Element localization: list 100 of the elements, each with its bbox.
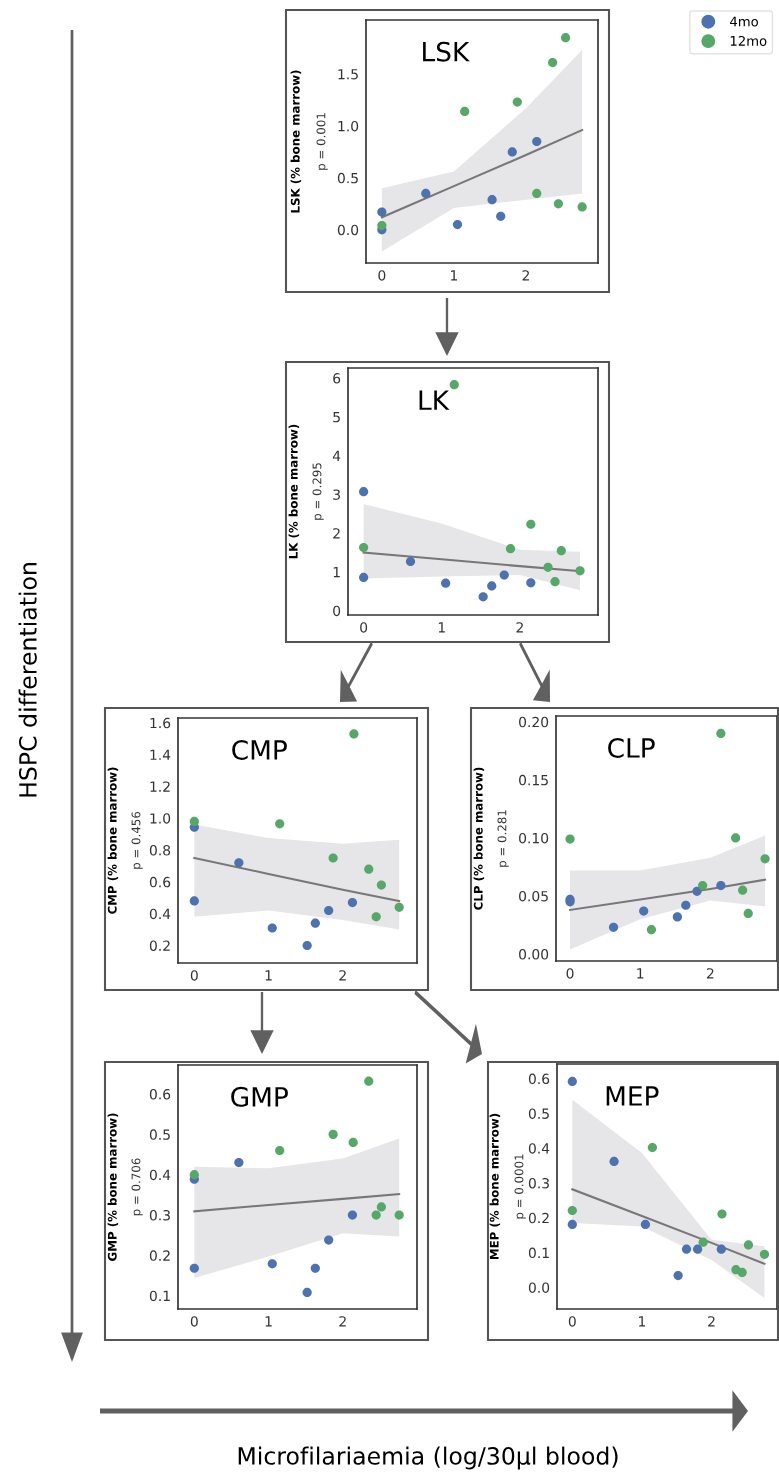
point [234, 858, 244, 868]
point [324, 905, 334, 916]
x-tick-label: 1 [639, 1316, 646, 1327]
point [760, 854, 770, 864]
y-tick-label: 1.4 [150, 749, 171, 760]
text: CLP [608, 738, 655, 758]
point [377, 207, 387, 217]
point [672, 912, 682, 922]
point [550, 577, 560, 587]
point [376, 880, 386, 890]
point [347, 897, 358, 908]
point [267, 1259, 277, 1269]
x-tick-label: 1 [265, 970, 272, 981]
point [737, 1267, 747, 1278]
y-tick-label: 1.0 [338, 120, 359, 132]
point [189, 896, 199, 906]
point [512, 97, 522, 107]
y-tick-label: 0.15 [519, 774, 548, 786]
x-tick-label: 1 [451, 270, 458, 281]
point [394, 1210, 404, 1220]
point [449, 380, 459, 390]
y-tick-label: 0.0 [337, 224, 359, 236]
legend-label: 12mo [730, 35, 767, 46]
point [328, 1129, 338, 1139]
x-tick-label: 1 [438, 622, 445, 633]
text: MEP [606, 1086, 659, 1106]
point [608, 922, 619, 932]
point [189, 816, 199, 827]
point [487, 581, 497, 591]
point [452, 219, 463, 230]
point [377, 221, 387, 231]
point [716, 880, 726, 891]
y-tick-label: 0.8 [149, 845, 171, 856]
text: LK [419, 390, 450, 410]
line-series [568, 878, 767, 911]
point [567, 1205, 577, 1216]
y-tick-label: 0.4 [149, 908, 171, 920]
point [275, 1145, 285, 1156]
y-tick-label: 1.2 [150, 781, 170, 792]
x-tick-label: 0 [190, 970, 198, 981]
point [310, 918, 320, 928]
legend-label: 4mo [730, 16, 759, 27]
y-tick-label: 0.4 [528, 1143, 550, 1154]
point [553, 199, 563, 209]
y-axis-title: GMP (% bone marrow) [107, 1113, 119, 1261]
point [349, 729, 359, 739]
y-tick-label: 0.3 [528, 1177, 549, 1189]
line-series [571, 1188, 766, 1265]
y-axis-title: LSK (% bone marrow) [290, 70, 302, 213]
y-axis-title: CLP (% bone marrow) [473, 767, 485, 910]
point [673, 1270, 683, 1281]
point [302, 940, 312, 951]
y-tick-label: 2 [333, 528, 340, 539]
point [731, 833, 741, 843]
point [371, 1210, 381, 1220]
point [548, 57, 558, 68]
point [478, 592, 488, 602]
y-tick-label: 4 [332, 450, 341, 461]
y-tick-label: 0.2 [149, 1250, 170, 1261]
point [328, 853, 338, 863]
y-tick-label: 1 [333, 567, 340, 578]
text: Microfilariaemia (log/30µl blood) [238, 1446, 618, 1470]
point [234, 1157, 244, 1168]
text: LSK [423, 41, 470, 62]
point [364, 864, 374, 874]
point [189, 1263, 199, 1273]
point [543, 562, 553, 572]
x-tick-label: 1 [265, 1316, 272, 1327]
point [324, 1235, 334, 1245]
point [640, 1219, 651, 1230]
x-tick-label: 0 [360, 622, 368, 633]
y-tick-label: 0.1 [149, 1290, 170, 1302]
point [359, 542, 369, 553]
y-tick-label: 0.2 [528, 1212, 549, 1224]
point [347, 1210, 358, 1220]
point [575, 566, 585, 576]
y-tick-label: 0.5 [149, 1129, 170, 1140]
point [609, 1156, 619, 1167]
text: p = 0.281 [497, 810, 509, 867]
point [405, 556, 416, 567]
point [499, 570, 509, 580]
x-tick-label: 0 [378, 270, 386, 281]
point [716, 728, 726, 739]
point [698, 1237, 708, 1247]
point [556, 546, 566, 556]
y-tick-label: 0.4 [149, 1169, 171, 1181]
text: p = 0.001 [316, 113, 328, 170]
point [526, 578, 536, 588]
y-tick-label: 0.20 [519, 716, 549, 728]
point [717, 1209, 727, 1219]
x-tick-label: 0 [190, 1316, 198, 1327]
point [394, 902, 404, 912]
point [310, 1263, 320, 1273]
y-tick-label: 1.5 [338, 69, 358, 80]
y-tick-label: 0.6 [149, 876, 171, 888]
point [487, 195, 497, 205]
point [743, 1240, 754, 1250]
point [267, 923, 277, 933]
y-axis-title: MEP (% bone marrow) [489, 1113, 501, 1260]
y-tick-label: 0.00 [519, 949, 549, 960]
